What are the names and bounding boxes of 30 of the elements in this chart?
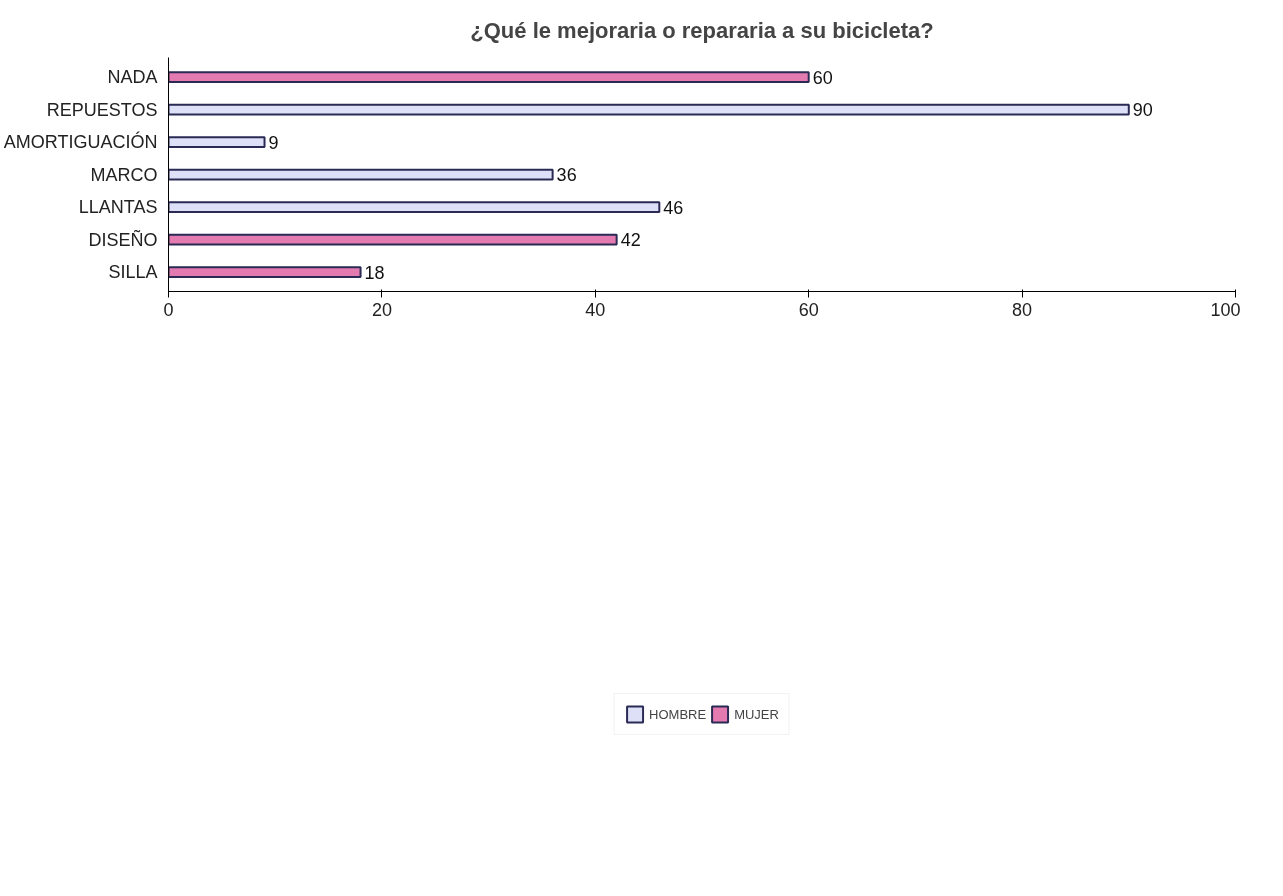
bar (168, 266, 362, 278)
x-tick-label: 100 (1210, 299, 1241, 320)
bar (168, 233, 618, 246)
bar (168, 168, 554, 181)
data-label: 42 (620, 230, 641, 250)
data-label: 18 (364, 262, 385, 283)
data-label: 36 (556, 165, 577, 185)
chart-title: ¿Qué le mejoraria o repararia a su bicicleta? (470, 17, 934, 43)
y-tick-label: LLANTAS (78, 197, 158, 217)
y-tick-label: AMORTIGUACIÓN (3, 131, 158, 152)
x-tick-label: 40 (585, 299, 606, 320)
x-tick-label: 80 (1012, 299, 1033, 320)
bar (168, 103, 1130, 116)
data-label: 90 (1132, 100, 1153, 120)
y-tick-label: REPUESTOS (46, 99, 158, 120)
y-tick-label: DISEÑO (88, 228, 158, 250)
data-label: 46 (663, 197, 684, 218)
bar (168, 136, 266, 148)
legend-label: MUJER (734, 706, 779, 722)
y-tick-label: MARCO (90, 164, 158, 185)
y-tick-label: NADA (107, 67, 158, 87)
x-tick-label: 60 (798, 299, 819, 320)
bar (168, 201, 661, 213)
data-label: 60 (812, 67, 833, 88)
bar (168, 71, 810, 83)
y-tick-label: SILLA (108, 262, 158, 282)
x-tick-label: 0 (163, 299, 174, 320)
x-tick-label: 20 (371, 299, 392, 320)
legend-label: HOMBRE (649, 706, 707, 722)
data-label: 9 (268, 132, 279, 153)
